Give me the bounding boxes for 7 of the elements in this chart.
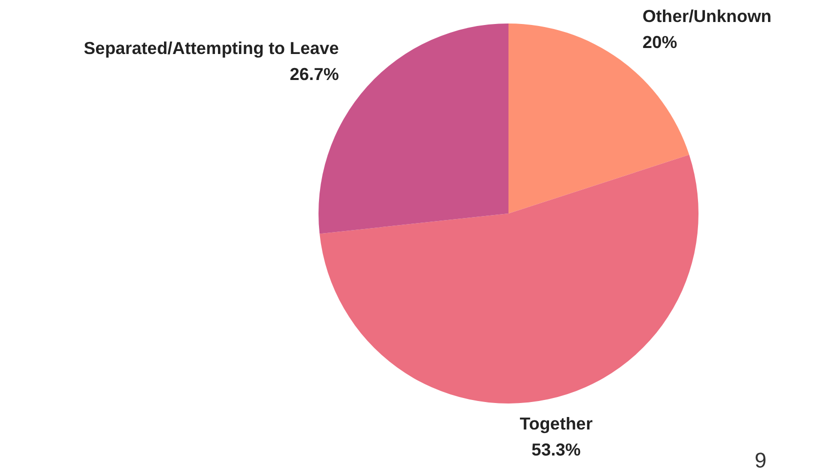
slice-label: Other/Unknown (642, 6, 772, 26)
text: 9 (754, 448, 766, 471)
data-label: 26.7% (290, 64, 339, 84)
data-label: 20% (642, 32, 678, 52)
slice-label: Separated/Attempting to Leave (84, 38, 340, 58)
data-label: 53.3% (532, 439, 581, 460)
slice-label: Together (520, 413, 593, 434)
